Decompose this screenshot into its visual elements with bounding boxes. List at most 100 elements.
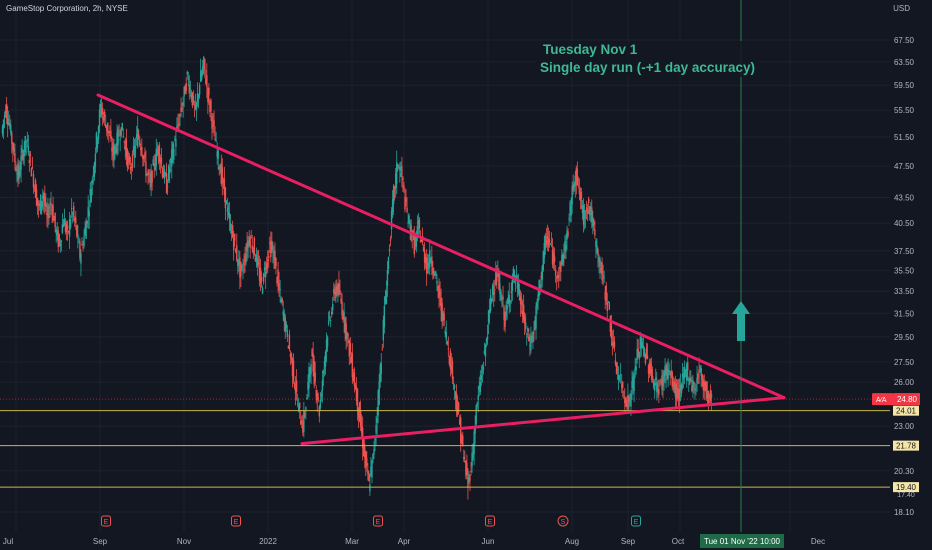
- candle-body: [281, 298, 283, 303]
- candle-body: [581, 205, 584, 213]
- candle-body: [12, 143, 14, 151]
- candle-body: [505, 304, 507, 317]
- candle-body: [213, 120, 215, 127]
- candle-body: [388, 249, 391, 252]
- up-arrow-icon[interactable]: [732, 301, 750, 341]
- candle-body: [332, 304, 334, 311]
- candle-body: [621, 384, 623, 388]
- candle-body: [302, 420, 304, 433]
- price-tick: 51.50: [894, 133, 915, 142]
- candle-body: [114, 145, 116, 155]
- candle-body: [321, 380, 324, 390]
- time-tick: Jul: [3, 537, 13, 546]
- candle-body: [240, 261, 242, 277]
- candle-body: [304, 414, 306, 416]
- candle-body: [308, 367, 310, 389]
- candle-body: [624, 396, 626, 403]
- candle-body: [107, 122, 109, 134]
- candle-body: [593, 222, 595, 225]
- candle-body: [252, 248, 254, 253]
- candle-body: [197, 94, 200, 98]
- candle-body: [587, 198, 590, 204]
- candle-body: [231, 225, 234, 238]
- candle-body: [329, 320, 332, 321]
- horizontal-levels[interactable]: [0, 410, 890, 488]
- alert-icon: A⁄A: [876, 397, 887, 404]
- candle-body: [599, 258, 601, 267]
- candle-body: [124, 146, 127, 151]
- candle-body: [226, 207, 229, 212]
- candle-body: [220, 162, 222, 184]
- candle-body: [545, 239, 548, 245]
- candle-body: [52, 205, 54, 221]
- candle-body: [277, 269, 279, 284]
- candle-body: [17, 163, 19, 181]
- time-axis-bg[interactable]: [0, 532, 932, 550]
- candle-body: [622, 381, 624, 388]
- candle-body: [503, 306, 505, 321]
- price-level-tag: [893, 405, 919, 416]
- candle-body: [132, 146, 135, 153]
- candle-body: [671, 372, 673, 387]
- candle-body: [235, 249, 237, 253]
- candle-body: [661, 375, 663, 390]
- candle-body: [546, 236, 549, 239]
- candle-body: [549, 243, 552, 245]
- candle-body: [567, 231, 569, 236]
- candle-body: [391, 199, 394, 213]
- candle-body: [384, 296, 387, 304]
- candle-body: [54, 212, 56, 228]
- candle-body: [429, 249, 431, 268]
- candle-body: [259, 267, 262, 284]
- candle-body: [371, 460, 373, 478]
- candle-body: [190, 94, 193, 99]
- candle-body: [633, 374, 635, 392]
- candle-body: [116, 132, 118, 154]
- candle-body: [597, 249, 599, 256]
- candle-body: [445, 332, 447, 340]
- candle-body: [194, 104, 197, 109]
- candle-body: [81, 243, 83, 246]
- price-level-tag: [893, 440, 919, 451]
- candle-body: [484, 344, 487, 357]
- candle-body: [161, 167, 164, 177]
- candle-body: [414, 237, 417, 242]
- candle-body: [301, 426, 303, 428]
- split-marker-icon: [557, 515, 569, 527]
- candle-body: [389, 239, 392, 241]
- candle-body: [686, 364, 688, 381]
- price-tick: 47.50: [894, 162, 915, 171]
- candle-body: [702, 379, 704, 390]
- candle-body: [99, 103, 102, 109]
- candle-body: [58, 234, 60, 245]
- candle-body: [294, 387, 297, 394]
- candle-body: [572, 184, 574, 192]
- candle-body: [202, 66, 204, 74]
- candle-body: [29, 153, 32, 156]
- candle-body: [498, 273, 500, 290]
- annotation-text[interactable]: Tuesday Nov 1 Single day run (-+1 day ac…: [536, 41, 759, 77]
- candle-body: [387, 256, 390, 270]
- candle-body: [674, 383, 677, 397]
- candle-body: [150, 172, 152, 188]
- candle-body: [416, 225, 419, 237]
- candle-body: [610, 325, 613, 339]
- candle-body: [23, 149, 25, 157]
- trend-lines[interactable]: [96, 93, 786, 446]
- candle-body: [263, 267, 266, 271]
- candle-body: [111, 147, 113, 152]
- candle-body: [338, 283, 340, 295]
- candle-body: [442, 311, 444, 320]
- time-tick: Sep: [621, 537, 636, 546]
- candle-body: [337, 284, 339, 295]
- candle-body: [420, 239, 423, 242]
- candle-body: [639, 337, 641, 349]
- candle-body: [186, 71, 188, 75]
- candle-body: [222, 180, 225, 182]
- candle-body: [541, 266, 543, 280]
- candle-body: [200, 72, 203, 80]
- candle-body: [461, 435, 463, 445]
- candle-body: [354, 385, 357, 390]
- candle-body: [78, 241, 80, 243]
